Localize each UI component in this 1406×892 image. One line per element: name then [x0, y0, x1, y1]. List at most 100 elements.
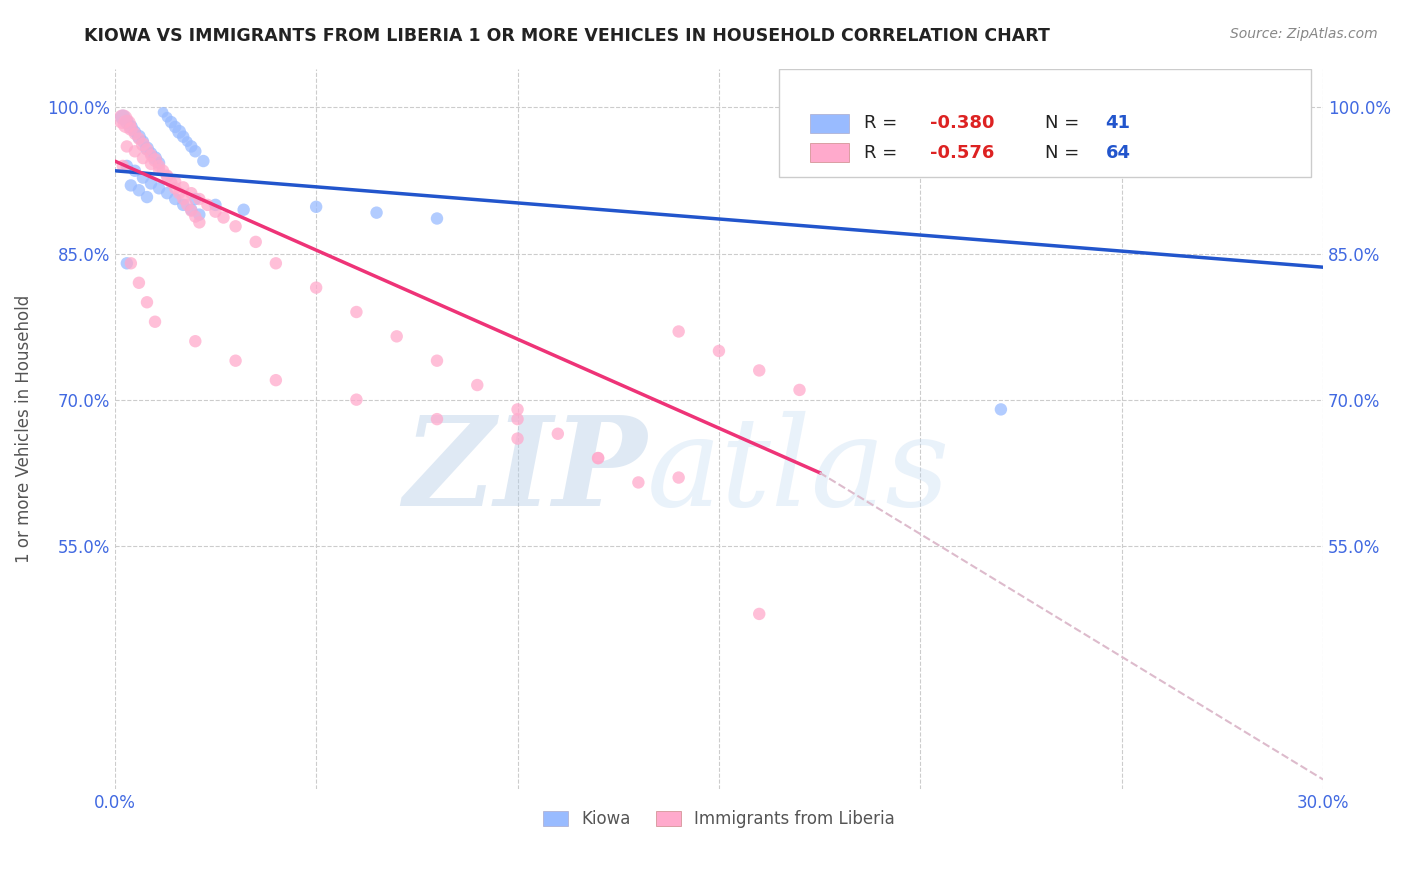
Text: 41: 41 — [1105, 114, 1130, 132]
Point — [148, 181, 170, 195]
Point — [128, 131, 150, 145]
Point — [172, 180, 194, 194]
Point — [748, 607, 770, 621]
Point — [139, 148, 162, 162]
Point — [132, 137, 155, 152]
Point — [139, 157, 162, 171]
Point — [506, 412, 529, 426]
Point — [160, 176, 183, 190]
Point — [165, 120, 187, 134]
Point — [789, 383, 811, 397]
Point — [180, 202, 202, 217]
Point — [225, 219, 247, 234]
Text: 64: 64 — [1105, 144, 1130, 161]
Point — [111, 110, 134, 124]
Point — [115, 256, 138, 270]
Point — [148, 162, 170, 177]
Point — [143, 151, 166, 165]
Point — [115, 117, 138, 131]
Point — [156, 110, 179, 124]
Text: R =: R = — [863, 144, 903, 161]
Point — [586, 451, 609, 466]
Point — [180, 186, 202, 201]
Point — [120, 178, 142, 193]
FancyBboxPatch shape — [810, 144, 849, 162]
Point — [188, 208, 211, 222]
Point — [204, 198, 226, 212]
Point — [172, 198, 194, 212]
Point — [586, 451, 609, 466]
Point — [152, 105, 174, 120]
Point — [245, 235, 267, 249]
Point — [124, 125, 146, 139]
Point — [176, 198, 198, 212]
Point — [156, 169, 179, 183]
Text: N =: N = — [1045, 144, 1085, 161]
Point — [139, 146, 162, 161]
Point — [143, 315, 166, 329]
Point — [627, 475, 650, 490]
Point — [305, 200, 328, 214]
Point — [136, 141, 159, 155]
Point — [132, 151, 155, 165]
Point — [668, 325, 690, 339]
Point — [152, 163, 174, 178]
Text: -0.576: -0.576 — [931, 144, 995, 161]
Point — [197, 198, 219, 212]
Point — [212, 211, 235, 225]
Point — [193, 154, 215, 169]
Point — [136, 142, 159, 156]
Point — [128, 276, 150, 290]
Point — [188, 192, 211, 206]
Point — [346, 305, 368, 319]
Point — [385, 329, 408, 343]
Point — [115, 115, 138, 129]
Text: KIOWA VS IMMIGRANTS FROM LIBERIA 1 OR MORE VEHICLES IN HOUSEHOLD CORRELATION CHA: KIOWA VS IMMIGRANTS FROM LIBERIA 1 OR MO… — [84, 27, 1050, 45]
Y-axis label: 1 or more Vehicles in Household: 1 or more Vehicles in Household — [15, 294, 32, 563]
Point — [172, 129, 194, 144]
Text: R =: R = — [863, 114, 903, 132]
Point — [115, 159, 138, 173]
Legend: Kiowa, Immigrants from Liberia: Kiowa, Immigrants from Liberia — [536, 804, 901, 835]
Text: N =: N = — [1045, 114, 1085, 132]
Point — [148, 156, 170, 170]
Point — [184, 334, 207, 349]
Point — [111, 112, 134, 127]
Point — [165, 192, 187, 206]
Point — [143, 153, 166, 167]
Point — [184, 192, 207, 206]
Point — [707, 343, 730, 358]
Text: Source: ZipAtlas.com: Source: ZipAtlas.com — [1230, 27, 1378, 41]
Point — [426, 211, 449, 226]
Point — [184, 145, 207, 159]
Point — [184, 210, 207, 224]
Point — [264, 256, 287, 270]
FancyBboxPatch shape — [810, 114, 849, 133]
Point — [506, 432, 529, 446]
Point — [172, 192, 194, 206]
Text: atlas: atlas — [647, 411, 950, 533]
Point — [167, 125, 190, 139]
Point — [180, 139, 202, 153]
Point — [506, 402, 529, 417]
Point — [111, 159, 134, 173]
Point — [748, 363, 770, 377]
Point — [346, 392, 368, 407]
Point — [124, 163, 146, 178]
Point — [366, 205, 388, 219]
Text: ZIP: ZIP — [402, 411, 647, 533]
Point — [128, 129, 150, 144]
Point — [426, 353, 449, 368]
Point — [156, 186, 179, 201]
Point — [176, 135, 198, 149]
Point — [264, 373, 287, 387]
Point — [165, 181, 187, 195]
Point — [465, 378, 488, 392]
Point — [148, 159, 170, 173]
Point — [120, 122, 142, 136]
Point — [180, 203, 202, 218]
Point — [136, 190, 159, 204]
Point — [547, 426, 569, 441]
Point — [232, 202, 254, 217]
Point — [225, 353, 247, 368]
